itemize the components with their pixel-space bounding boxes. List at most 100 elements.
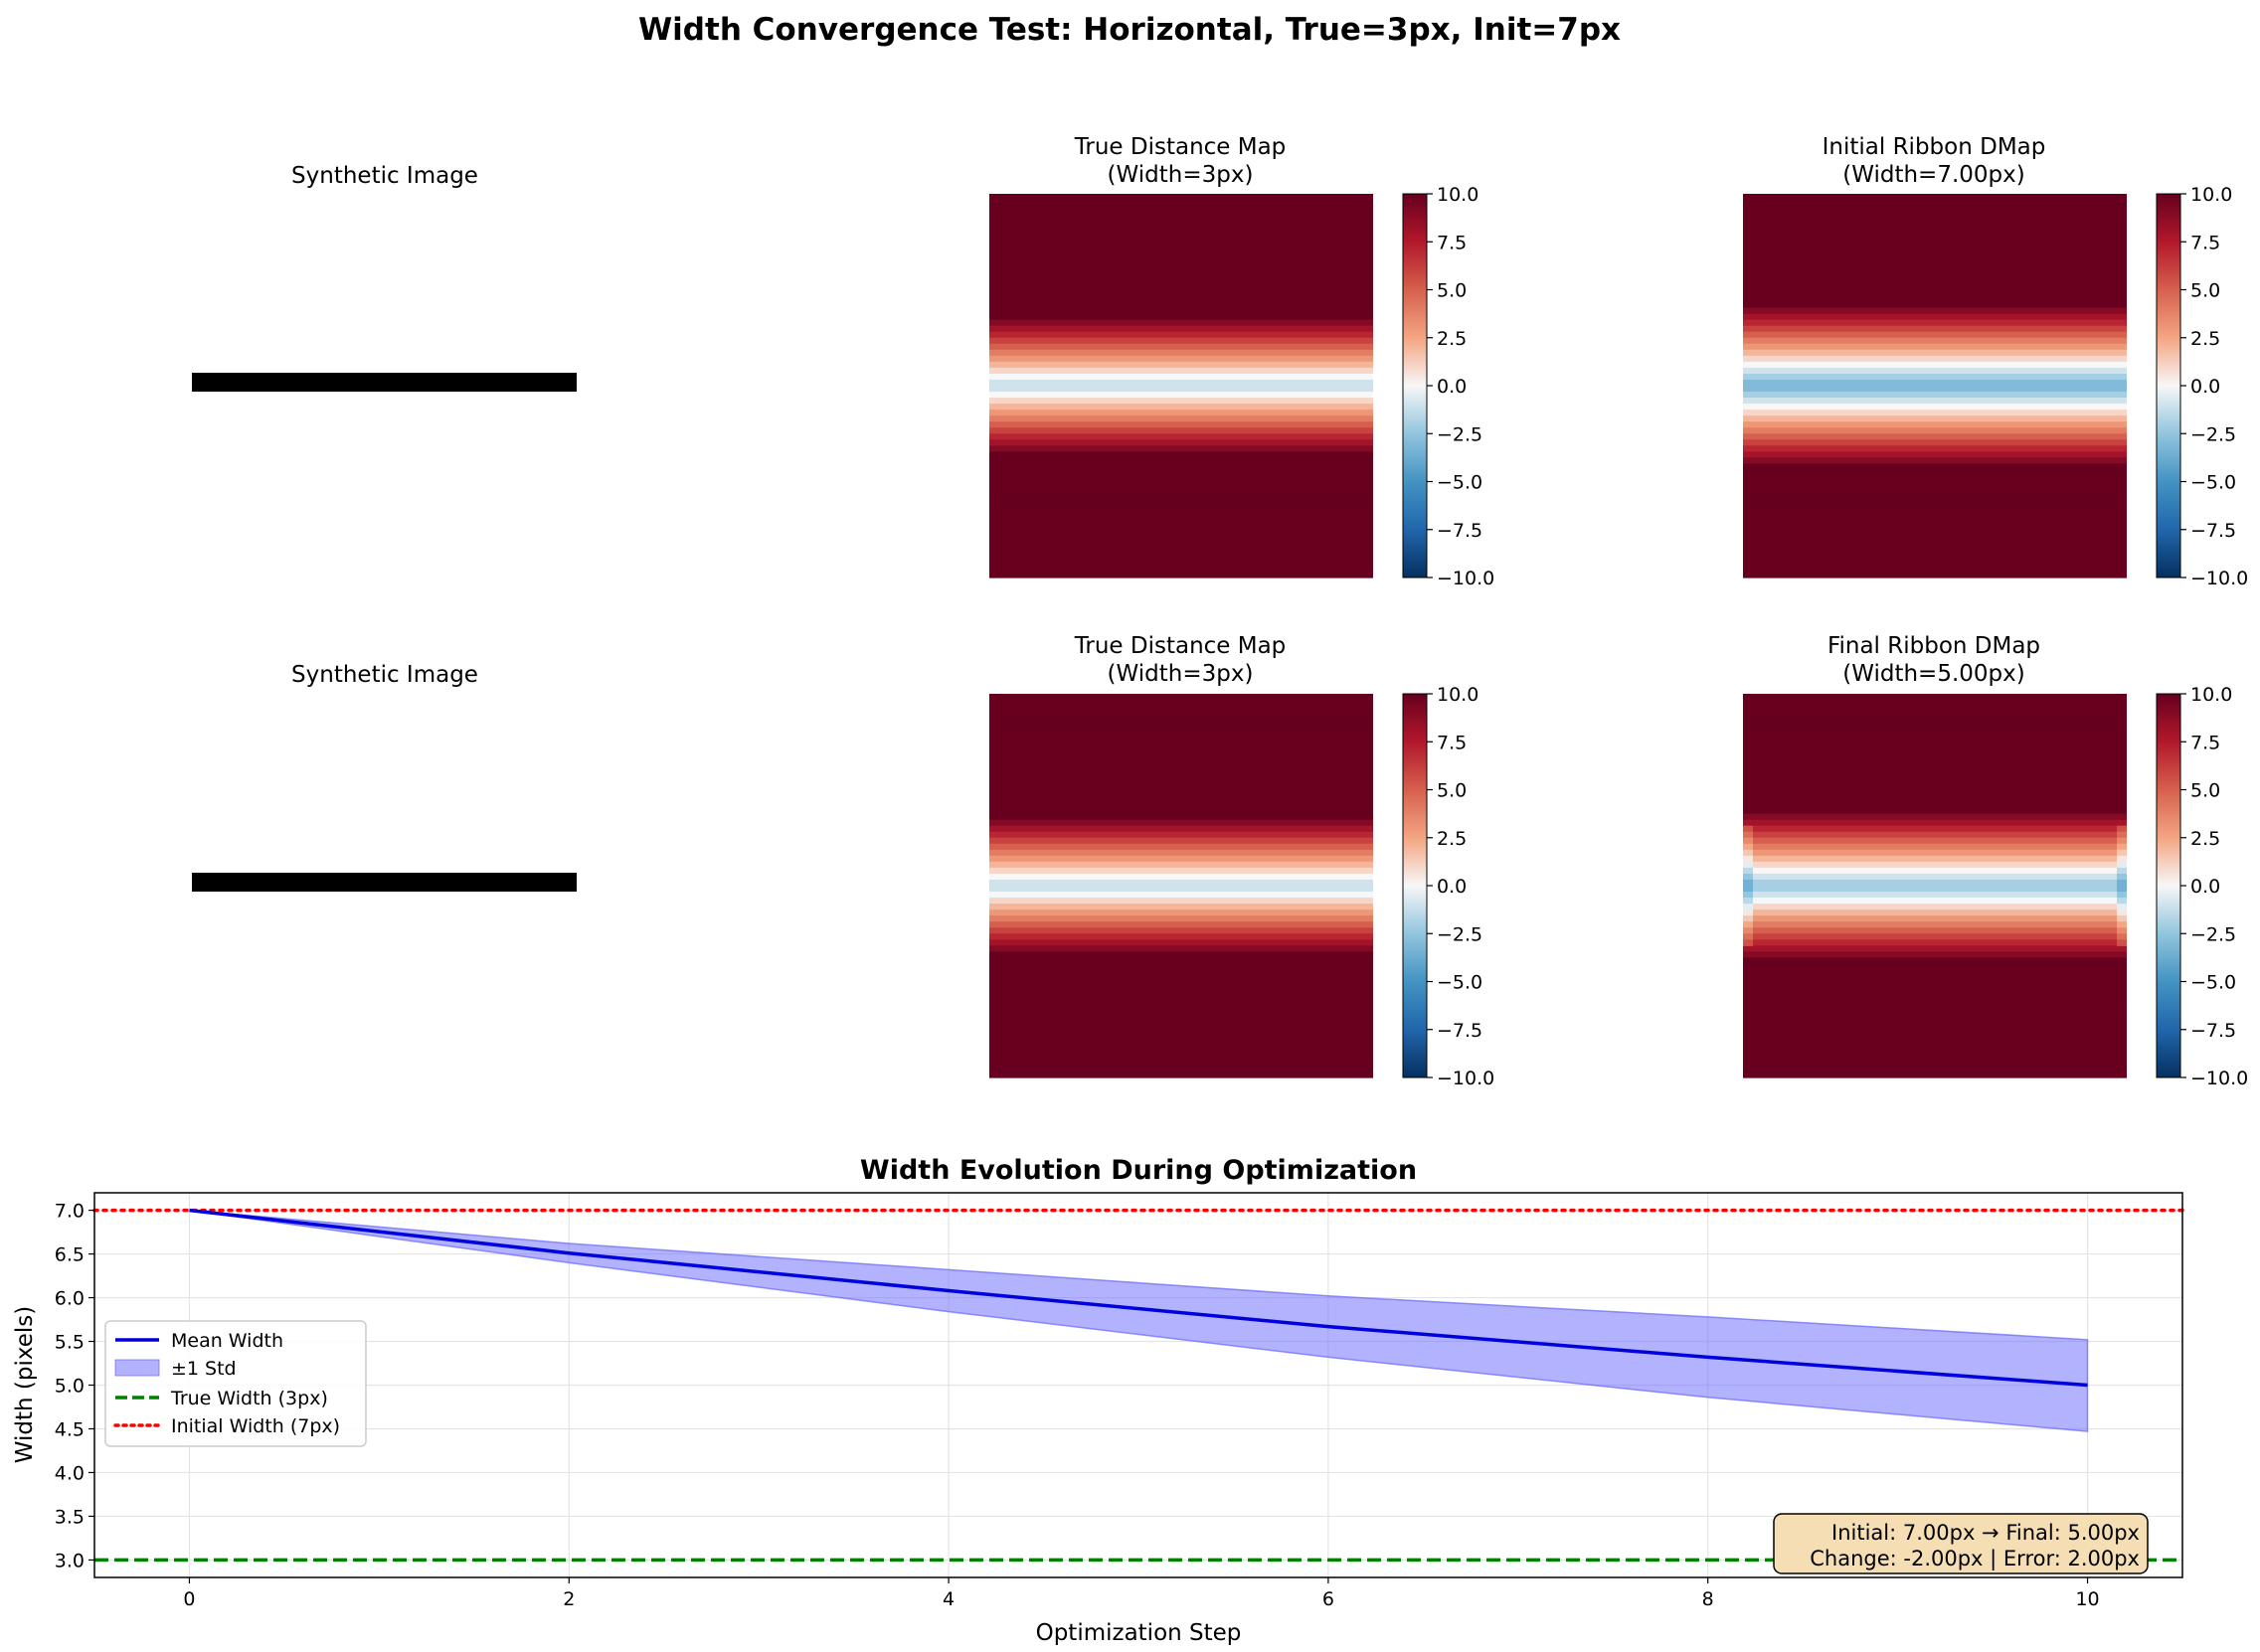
heatmap-row [1743,849,2127,857]
heatmap-row [1743,517,2127,525]
colorbar-tick-label: 10.0 [1437,184,1478,206]
heatmap-row [989,879,1373,887]
heatmap-row [989,319,1373,327]
heatmap-row [1743,867,2127,875]
figure-suptitle: Width Convergence Test: Horizontal, True… [638,12,1621,48]
synthetic-image-panel-bottom: Synthetic Image [192,662,577,892]
heatmap-row [989,230,1373,237]
heatmap-row [989,325,1373,333]
heatmap-row [989,855,1373,863]
heatmap-row [989,277,1373,285]
heatmap-row [989,349,1373,357]
panel-title: Synthetic Image [291,662,478,688]
heatmap-row [989,777,1373,785]
heatmap-row [1743,373,2127,381]
heatmap-edge-cell [1743,837,1753,845]
heatmap-row [989,957,1373,965]
heatmap-row [1743,933,2127,940]
legend-box [104,1320,367,1447]
colorbar-tick-label: −2.5 [2190,923,2236,945]
heatmap-row [1743,801,2127,809]
heatmap-row [989,487,1373,495]
heatmap-edge-cell [1743,904,1753,910]
heatmap-row [1743,771,2127,779]
heatmap-row [1743,765,2127,773]
heatmap-row [989,1053,1373,1061]
heatmap-row [989,445,1373,452]
heatmap-row [989,981,1373,989]
heatmap-row [989,945,1373,952]
colorbar-tick-label: −2.5 [1437,423,1482,445]
heatmap-row [989,915,1373,922]
heatmap-edge-cell [1743,873,1753,881]
heatmap-row [1743,265,2127,273]
heatmap-row [989,706,1373,713]
heatmap-row [1743,194,2127,201]
heatmap-row [989,259,1373,266]
heatmap-row [989,867,1373,875]
heatmap-row [989,909,1373,916]
heatmap-edge-cell [2117,915,2127,922]
heatmap-row [989,765,1373,773]
heatmap-row [1743,253,2127,260]
heatmap-row [989,771,1373,779]
colorbar-tick-label: −5.0 [2190,972,2236,994]
colorbar-tick-label: 7.5 [2190,232,2220,253]
heatmap-row [1743,565,2127,573]
heatmap-row [1743,337,2127,345]
heatmap-row [1743,218,2127,225]
heatmap-row [1743,886,2127,893]
heatmap-row [1743,939,2127,946]
colorbar-tick-label: 7.5 [2190,732,2220,753]
heatmap-image [989,194,1373,578]
heatmap-row [989,439,1373,446]
panel-title-line2: (Width=3px) [1108,162,1254,188]
heatmap-edge-cell [1743,927,1753,934]
heatmap-row [1743,367,2127,375]
heatmap-row [1743,1011,2127,1019]
colorbar-tick-label: 2.5 [1437,328,1467,350]
heatmap-row [1743,843,2127,851]
heatmap-row [1743,325,2127,333]
heatmap-row [989,969,1373,977]
legend-label: True Width (3px) [170,1388,328,1409]
heatmap-row [989,367,1373,375]
heatmap-row [989,933,1373,940]
heatmap-row [989,547,1373,555]
heatmap-row [989,481,1373,489]
heatmap-row [989,1071,1373,1078]
heatmap-row [989,265,1373,273]
heatmap-edge-cell [2117,843,2127,851]
heatmap-row [1743,969,2127,977]
heatmap-row [1743,499,2127,507]
heatmap-row [989,505,1373,513]
heatmap-row [1743,742,2127,748]
heatmap-row [1743,753,2127,760]
heatmap-edge-cell [1743,921,1753,928]
colorbar-tick-label: 5.0 [1437,780,1467,802]
heatmap-edge-cell [2117,879,2127,887]
colorbar-tick-label: −7.5 [1437,1020,1482,1042]
heatmap-row [1743,1053,2127,1061]
heatmap-edge-cell [2117,867,2127,875]
heatmap-row [1743,825,2127,833]
heatmap-row [989,963,1373,971]
heatmap-edge-cell [2117,904,2127,910]
heatmap-row [1743,481,2127,489]
heatmap-edge-cell [1743,849,1753,857]
heatmap-row [989,742,1373,748]
panel-title-line2: (Width=7.00px) [1842,162,2024,188]
heatmap-row [1743,259,2127,266]
heatmap-row [1743,999,2127,1007]
heatmap-edge-cell [2117,939,2127,946]
heatmap-edge-cell [2117,898,2127,905]
true-distance-map-panel-top: True Distance Map (Width=3px) 10.0 7.5 5.0… [989,134,1494,589]
heatmap-row [989,843,1373,851]
heatmap-row [1743,535,2127,543]
heatmap-edge-cell [2117,831,2127,839]
colorbar-tick-label: −10.0 [2190,568,2248,589]
x-tick-label: 2 [563,1588,575,1610]
heatmap-row [1743,1023,2127,1031]
heatmap-row [989,331,1373,339]
colorbar-tick-label: −5.0 [1437,472,1482,494]
